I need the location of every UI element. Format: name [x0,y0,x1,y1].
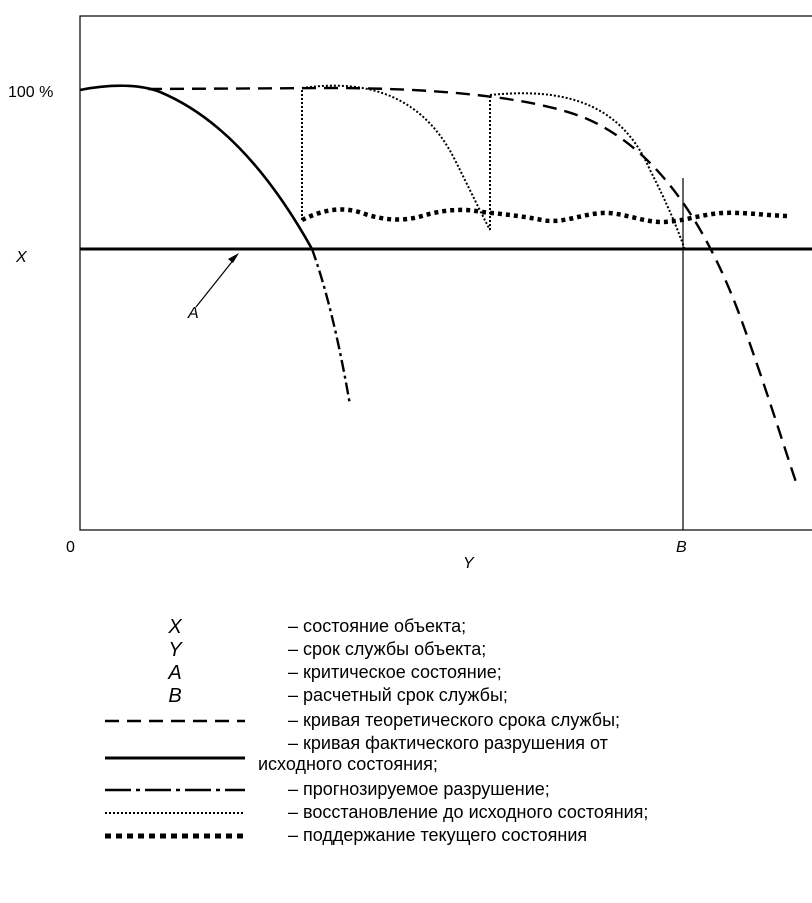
legend-row-y: Y – срок службы объекта; [0,639,812,661]
restoration-curves [301,84,686,251]
design-life-label: B [676,539,687,556]
plot-frame [79,15,812,531]
legend-text-b: – расчетный срок службы; [288,685,508,705]
legend-row-b: B – расчетный срок службы; [0,685,812,707]
legend-row-x: X – состояние объекта; [0,616,812,638]
legend-symbol-y: Y [168,639,182,661]
legend-text-squaredot: – поддержание текущего состояния [288,825,588,845]
legend-row-dotted: – восстановление до исходного состояния; [0,802,812,824]
legend-symbol-b: B [168,685,182,707]
legend-symbol-x: X [168,616,182,638]
legend-symbol-dotted [105,802,245,824]
critical-state-label: A [187,305,199,322]
legend-text-x: – состояние объекта; [288,616,467,636]
legend-symbol-solid [105,747,245,769]
legend-row-a: A – критическое состояние; [0,662,812,684]
legend-text-solid: – кривая фактического разрушения от [288,733,608,753]
legend-text-a: – критическое состояние; [288,662,502,682]
legend-symbol-dashdot [105,779,245,801]
legend-row-dashdot: – прогнозируемое разрушение; [0,779,812,801]
critical-arrowhead [228,253,239,263]
legend-text-y: – срок службы объекта; [288,639,487,659]
forecast-deterioration-curve [310,248,352,406]
legend-text-dashdot: – прогнозируемое разрушение; [288,779,550,799]
x-axis-label: Y [463,555,475,572]
actual-deterioration-curve [79,84,314,250]
legend-text-dotted: – восстановление до исходного состояния; [288,802,649,822]
legend-symbol-a: A [168,662,182,684]
legend-symbol-squaredot [105,825,245,847]
legend-row-dashed: – кривая теоретического срока службы; [0,710,812,732]
legend-row-solid: – кривая фактического разрушения от исхо… [0,733,812,777]
maintenance-curve [300,207,788,225]
lifecycle-diagram: 100 % X 0 Y A B [8,15,812,572]
critical-arrow [195,257,236,308]
y-tick-100-label: 100 % [8,84,53,101]
legend-row-squaredot: – поддержание текущего состояния [0,825,812,847]
origin-label: 0 [66,539,75,556]
y-axis-label: X [15,249,28,266]
legend-text-dashed: – кривая теоретического срока службы; [288,710,621,730]
legend-symbol-dashed [105,710,245,732]
legend-text-solid-cont: исходного состояния; [258,754,438,774]
theoretical-life-curve [147,86,799,486]
